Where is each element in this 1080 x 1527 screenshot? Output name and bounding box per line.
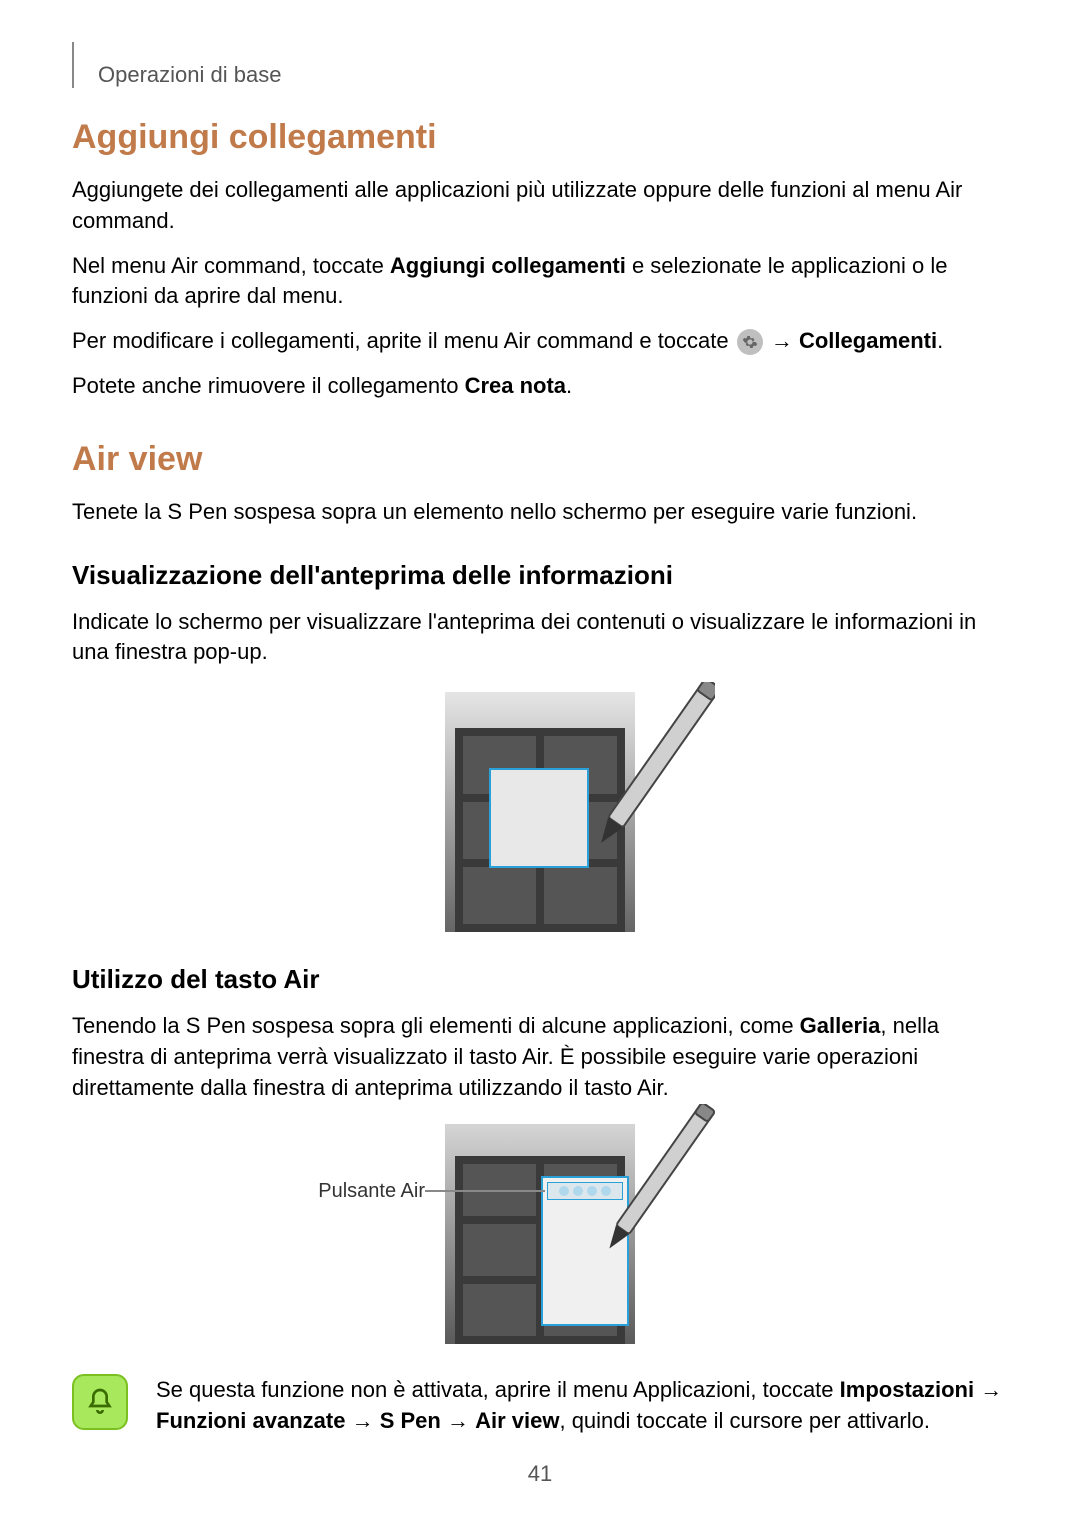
sub1-p1: Indicate lo schermo per visualizzare l'a… [72,607,1008,669]
arrow-text: → [345,1408,379,1433]
sub2-p1: Tenendo la S Pen sospesa sopra gli eleme… [72,1011,1008,1103]
note-text: Se questa funzione non è attivata, aprir… [156,1374,1008,1438]
text-fragment: . [566,373,572,398]
section1-p4: Potete anche rimuovere il collegamento C… [72,371,1008,402]
section1-heading: Aggiungi collegamenti [72,118,1008,157]
spen-icon [575,682,715,882]
grid-cell [463,1284,536,1336]
preview-popup [489,768,589,868]
bold-command: Aggiungi collegamenti [390,253,626,278]
callout-line [425,1190,545,1192]
bold-create-note: Crea nota [465,373,566,398]
sub1-heading: Visualizzazione dell'anteprima delle inf… [72,560,1008,591]
breadcrumb: Operazioni di base [98,62,281,88]
callout-label: Pulsante Air [225,1180,425,1203]
bold-funzioni: Funzioni avanzate [156,1408,345,1433]
sub2-heading: Utilizzo del tasto Air [72,964,1008,995]
bold-spen: S Pen [380,1408,441,1433]
text-fragment: . [937,328,943,353]
section1-p2: Nel menu Air command, toccate Aggiungi c… [72,251,1008,313]
figure-preview-info [72,692,1008,932]
note-callout: Se questa funzione non è attivata, aprir… [72,1374,1008,1438]
section2-p1: Tenete la S Pen sospesa sopra un element… [72,497,1008,528]
bold-airview: Air view [475,1408,559,1433]
figure-air-button: Pulsante Air [72,1124,1008,1344]
bold-links: Collegamenti [799,328,937,353]
bold-gallery: Galleria [800,1013,881,1038]
section1-p3: Per modificare i collegamenti, aprite il… [72,326,1008,357]
note-bell-icon [72,1374,128,1430]
device-mockup-2 [445,1124,635,1344]
text-fragment: , quindi toccate il cursore per attivarl… [559,1408,930,1433]
text-fragment: Tenendo la S Pen sospesa sopra gli eleme… [72,1013,800,1038]
arrow-text: → [974,1377,1002,1402]
arrow-text: → [765,328,799,353]
spen-icon [585,1104,715,1284]
text-fragment: Per modificare i collegamenti, aprite il… [72,328,735,353]
page-number: 41 [0,1461,1080,1487]
air-action-icon [573,1186,583,1196]
text-fragment: Se questa funzione non è attivata, aprir… [156,1377,840,1402]
bold-impostazioni: Impostazioni [840,1377,974,1402]
page-header: Operazioni di base [72,42,1008,88]
text-fragment: Potete anche rimuovere il collegamento [72,373,465,398]
grid-cell [463,1224,536,1276]
text-fragment: Nel menu Air command, toccate [72,253,390,278]
gear-icon [737,329,763,355]
device-mockup [445,692,635,932]
section1-p1: Aggiungete dei collegamenti alle applica… [72,175,1008,237]
air-action-icon [559,1186,569,1196]
section2-heading: Air view [72,440,1008,479]
arrow-text: → [441,1408,475,1433]
grid-cell [463,867,536,924]
